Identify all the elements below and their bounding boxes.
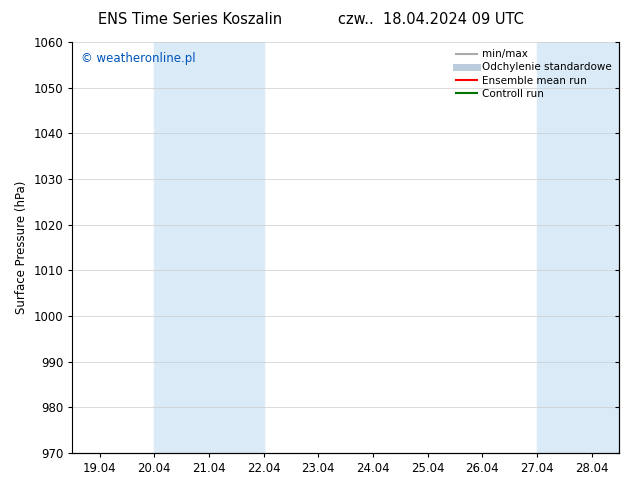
Text: ENS Time Series Koszalin: ENS Time Series Koszalin <box>98 12 282 27</box>
Text: © weatheronline.pl: © weatheronline.pl <box>81 52 195 65</box>
Bar <box>154 42 264 453</box>
Bar <box>537 42 619 453</box>
Text: czw..  18.04.2024 09 UTC: czw.. 18.04.2024 09 UTC <box>338 12 524 27</box>
Y-axis label: Surface Pressure (hPa): Surface Pressure (hPa) <box>15 181 28 314</box>
Legend: min/max, Odchylenie standardowe, Ensemble mean run, Controll run: min/max, Odchylenie standardowe, Ensembl… <box>452 45 616 103</box>
